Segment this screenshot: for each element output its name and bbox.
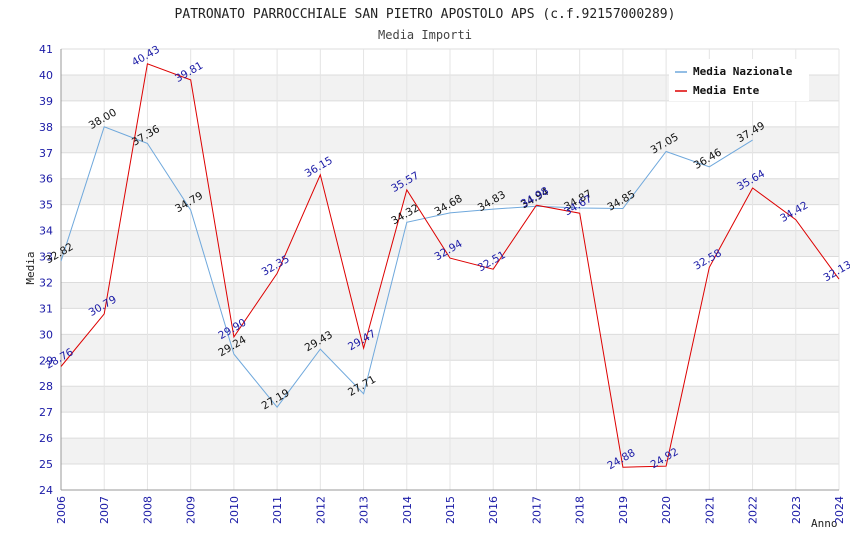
y-tick-label: 29 <box>39 354 53 367</box>
y-tick-label: 24 <box>39 484 53 497</box>
y-tick-label: 28 <box>39 380 53 393</box>
y-tick-labels: 24 25 26 27 28 29 30 31 32 33 34 35 36 37 38 39 40 41 <box>39 43 53 497</box>
y-tick-label: 30 <box>39 328 53 341</box>
y-tick-label: 31 <box>39 302 53 315</box>
y-tick-label: 32 <box>39 276 53 289</box>
x-tick-label: 2022 <box>747 496 760 524</box>
legend: Media Nazionale Media Ente <box>669 59 809 101</box>
legend-label-media-ente: Media Ente <box>693 84 760 97</box>
x-tick-label: 2006 <box>55 496 68 524</box>
y-tick-label: 41 <box>39 43 53 56</box>
x-tick-label: 2019 <box>617 496 630 524</box>
y-tick-label: 34 <box>39 225 53 238</box>
series-line-media-ente <box>60 63 840 468</box>
x-tick-label: 2015 <box>444 496 457 524</box>
x-tick-label: 2014 <box>401 496 414 524</box>
y-tick-label: 25 <box>39 458 53 471</box>
x-tick-label: 2013 <box>358 496 371 524</box>
x-tick-label: 2011 <box>271 496 284 524</box>
x-tick-label: 2016 <box>487 496 500 524</box>
y-tick-label: 36 <box>39 173 53 186</box>
y-tick-label: 38 <box>39 121 53 134</box>
data-label: 36.15 <box>303 155 335 180</box>
data-label: 32.82 <box>43 241 75 266</box>
x-tick-labels: 2006 2007 2008 2009 2010 2011 2012 2013 2014 2015… <box>55 496 846 524</box>
x-tick-label: 2007 <box>98 496 111 524</box>
x-tick-label: 2010 <box>228 496 241 524</box>
series-lines <box>60 63 840 468</box>
x-tick-label: 2018 <box>574 496 587 524</box>
series-line-media-nazionale <box>60 126 753 409</box>
x-tick-label: 2012 <box>314 496 327 524</box>
y-axis-title: Media <box>24 251 37 284</box>
legend-box <box>669 59 809 101</box>
x-tick-label: 2023 <box>790 496 803 524</box>
y-tick-label: 26 <box>39 432 53 445</box>
y-tick-label: 40 <box>39 69 53 82</box>
x-tick-label: 2017 <box>530 496 543 524</box>
y-tick-label: 37 <box>39 147 53 160</box>
chart-title: PATRONATO PARROCCHIALE SAN PIETRO APOSTO… <box>175 7 676 22</box>
y-tick-label: 35 <box>39 199 53 212</box>
x-tick-label: 2009 <box>185 496 198 524</box>
x-tick-label: 2024 <box>833 496 846 524</box>
y-tick-label: 27 <box>39 406 53 419</box>
x-tick-label: 2008 <box>141 496 154 524</box>
y-tick-label: 39 <box>39 95 53 108</box>
data-label: 28.76 <box>43 346 75 372</box>
data-label: 34.32 <box>389 202 421 227</box>
y-tick-label: 33 <box>39 251 53 264</box>
legend-label-media-nazionale: Media Nazionale <box>693 65 793 78</box>
data-label: 32.13 <box>821 259 850 284</box>
axes <box>60 49 839 491</box>
x-tick-label: 2021 <box>703 496 716 524</box>
data-label: 40.43 <box>130 43 162 68</box>
x-tick-label: 2020 <box>660 496 673 524</box>
chart-subtitle: Media Importi <box>378 28 472 42</box>
gridlines <box>60 48 840 491</box>
x-axis-title: Anno <box>811 517 838 530</box>
